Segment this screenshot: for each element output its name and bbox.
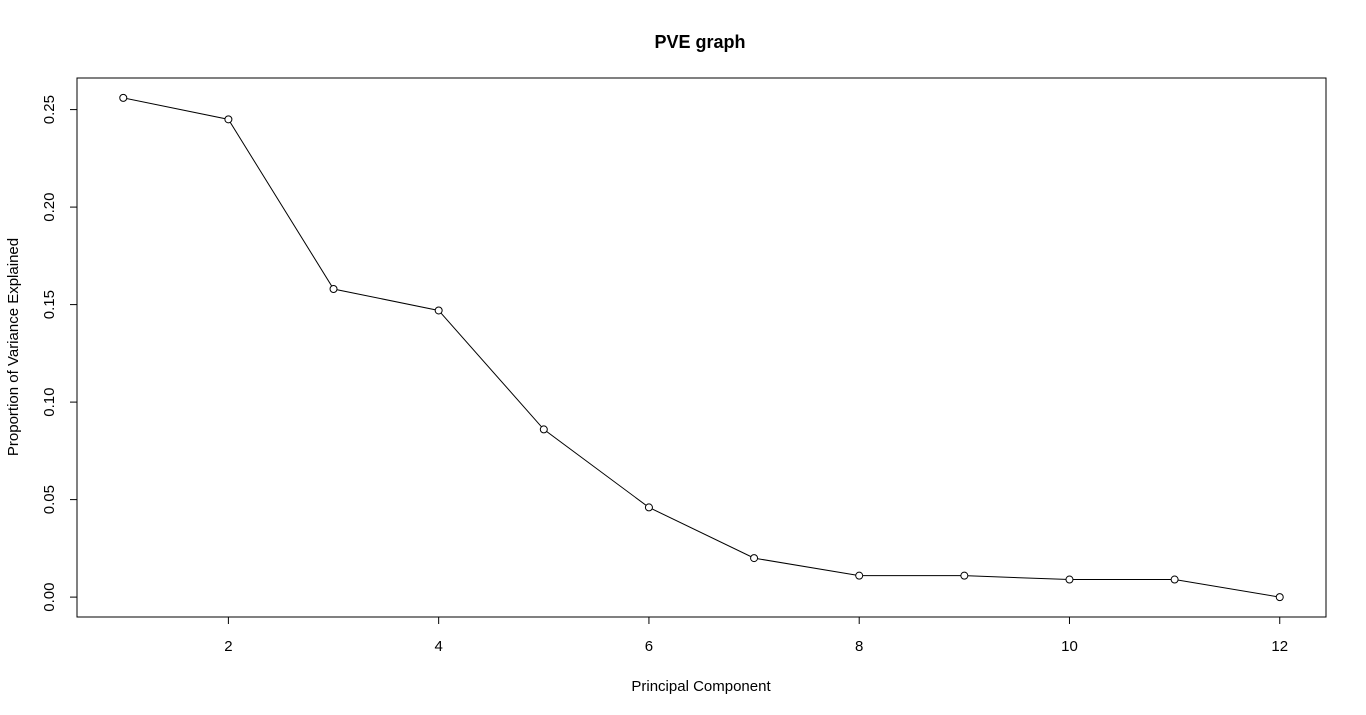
data-point [1065,575,1074,584]
data-point [329,284,338,293]
pve-series-line [123,97,1280,598]
data-point [750,554,759,563]
y-axis: 0.00 0.05 0.10 0.15 0.20 0.25 [41,95,77,612]
x-tick-label: 12 [1271,638,1288,655]
x-tick-label: 4 [434,638,442,655]
y-tick-label: 0.25 [41,95,58,124]
data-point [644,503,653,512]
data-point [224,115,233,124]
x-tick-label: 2 [224,638,232,655]
x-tick-label: 6 [645,638,653,655]
data-point [855,571,864,580]
data-point [119,93,128,102]
data-points [119,93,1284,602]
plot-frame [76,77,1327,618]
y-tick-label: 0.15 [41,290,58,319]
chart-title: PVE graph [654,32,745,52]
x-axis-label: Principal Component [631,678,771,695]
data-point [1170,575,1179,584]
y-tick-label: 0.10 [41,388,58,417]
data-point [539,425,548,434]
x-axis: 2 4 6 8 10 12 [224,617,1288,655]
x-tick-label: 10 [1061,638,1078,655]
data-point [960,571,969,580]
y-tick-label: 0.00 [41,583,58,612]
x-tick-label: 8 [855,638,863,655]
data-point [434,306,443,315]
y-tick-label: 0.05 [41,485,58,514]
y-axis-label: Proportion of Variance Explained [5,238,22,456]
data-point [1275,593,1284,602]
y-tick-label: 0.20 [41,192,58,221]
